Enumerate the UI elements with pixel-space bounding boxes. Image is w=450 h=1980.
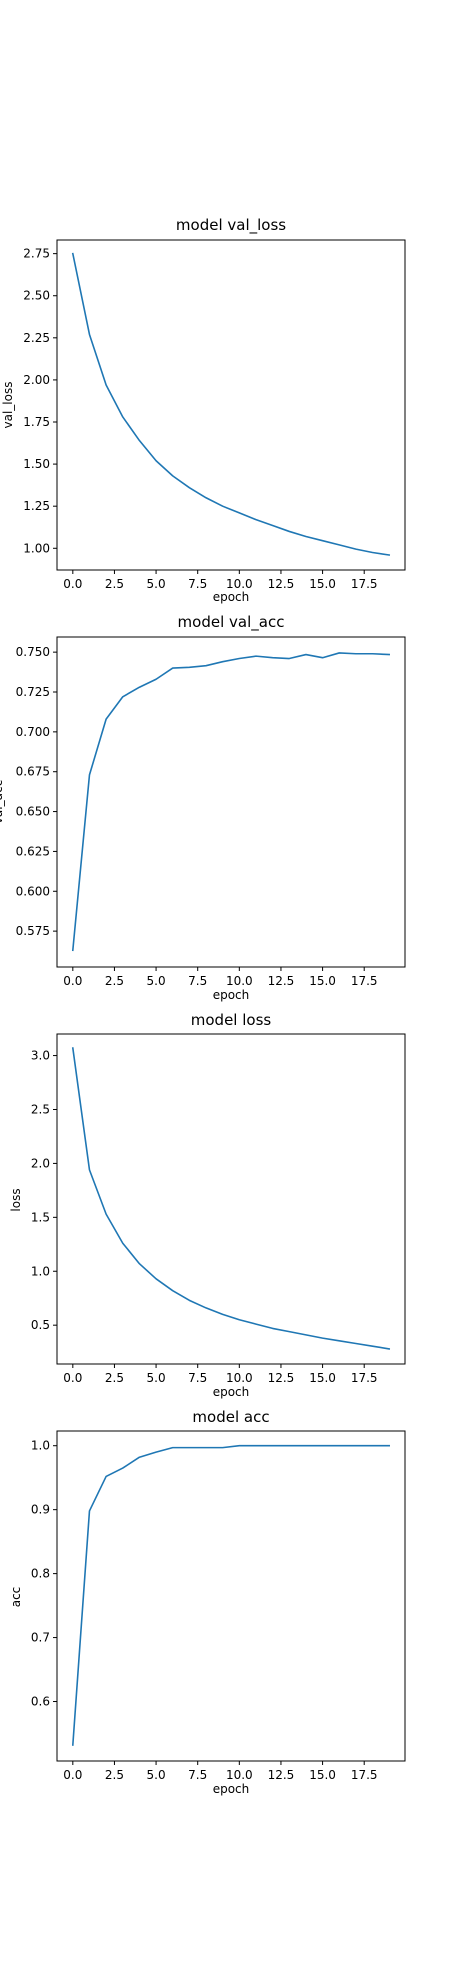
y-axis-label: val_loss [1, 382, 15, 429]
x-tick-label: 2.5 [105, 577, 124, 591]
x-axis-label: epoch [213, 1782, 250, 1796]
tick-layer: 0.0 2.5 5.0 7.5 10.0 12.5 15.0 17.5 0.575 0.600 0.… [16, 645, 378, 988]
y-tick-label: 1.75 [23, 415, 50, 429]
series-layer [71, 252, 391, 556]
y-axis-label: acc [9, 1587, 23, 1608]
x-tick-label: 2.5 [105, 1768, 124, 1782]
y-tick-label: 1.25 [23, 499, 50, 513]
x-tick-label: 5.0 [147, 1768, 166, 1782]
x-tick-label: 5.0 [147, 577, 166, 591]
chart-panel-acc: model acc epoch acc 0.0 2.5 5.0 7.5 10.0 12.5… [9, 1408, 406, 1796]
series-layer [71, 1444, 390, 1746]
x-axis-label: epoch [213, 590, 250, 604]
y-tick-label: 2.75 [23, 247, 50, 261]
y-tick-label: 2.5 [31, 1102, 50, 1116]
chart-title: model loss [191, 1011, 272, 1029]
x-tick-label: 17.5 [351, 1768, 378, 1782]
y-tick-label: 0.725 [16, 685, 50, 699]
y-tick-label: 1.0 [31, 1264, 50, 1278]
x-tick-label: 15.0 [309, 1371, 336, 1385]
x-tick-label: 2.5 [105, 1371, 124, 1385]
x-tick-label: 7.5 [188, 1768, 207, 1782]
y-tick-label: 0.600 [16, 884, 50, 898]
x-tick-label: 10.0 [226, 577, 253, 591]
x-tick-label: 0.0 [63, 1768, 82, 1782]
y-tick-label: 1.5 [31, 1210, 50, 1224]
series-line [71, 252, 391, 556]
y-tick-label: 1.50 [23, 457, 50, 471]
y-axis-label: val_acc [0, 780, 5, 824]
x-tick-label: 12.5 [268, 577, 295, 591]
x-tick-label: 2.5 [105, 974, 124, 988]
y-axis-label: loss [9, 1188, 23, 1211]
x-tick-label: 17.5 [351, 1371, 378, 1385]
chart-title: model val_acc [178, 613, 285, 632]
y-tick-label: 0.750 [16, 645, 50, 659]
plot-frame [56, 636, 406, 968]
chart-panel-val-acc: model val_acc epoch val_acc 0.0 2.5 5.0 7.5… [0, 613, 406, 1002]
y-tick-label: 0.9 [31, 1503, 50, 1517]
series-line [71, 1047, 391, 1350]
series-layer [71, 1047, 391, 1350]
x-tick-label: 12.5 [268, 1371, 295, 1385]
x-axis-label: epoch [213, 1385, 250, 1399]
y-tick-label: 2.00 [23, 373, 50, 387]
plot-frame [56, 1430, 406, 1762]
y-tick-label: 0.675 [16, 765, 50, 779]
x-tick-label: 0.0 [63, 974, 82, 988]
y-tick-label: 0.6 [31, 1695, 50, 1709]
y-tick-label: 3.0 [31, 1049, 50, 1063]
x-tick-label: 5.0 [147, 974, 166, 988]
tick-layer: 0.0 2.5 5.0 7.5 10.0 12.5 15.0 17.5 0.5 1.0 1.5 2.0… [31, 1049, 378, 1385]
series-line [71, 652, 391, 952]
y-tick-label: 0.5 [31, 1318, 50, 1332]
x-axis-label: epoch [213, 988, 250, 1002]
plot-frame [56, 239, 406, 571]
chart-panel-loss: model loss epoch loss 0.0 2.5 5.0 7.5 10.0 12… [9, 1011, 406, 1399]
chart-panel-val-loss: model val_loss epoch val_loss 0.0 2.5 5.0 7… [1, 216, 406, 604]
series-layer [71, 652, 391, 952]
y-tick-label: 0.625 [16, 844, 50, 858]
y-tick-label: 0.575 [16, 924, 50, 938]
tick-layer: 0.0 2.5 5.0 7.5 10.0 12.5 15.0 17.5 1.00 1.25 1.50… [23, 247, 377, 591]
x-tick-label: 15.0 [309, 974, 336, 988]
x-tick-label: 7.5 [188, 974, 207, 988]
plot-frame [56, 1033, 406, 1365]
series-line [71, 1444, 390, 1746]
x-tick-label: 10.0 [226, 1768, 253, 1782]
x-tick-label: 17.5 [351, 974, 378, 988]
x-tick-label: 7.5 [188, 1371, 207, 1385]
y-tick-label: 0.8 [31, 1567, 50, 1581]
x-tick-label: 12.5 [268, 1768, 295, 1782]
y-tick-label: 2.0 [31, 1156, 50, 1170]
x-tick-label: 10.0 [226, 974, 253, 988]
y-tick-label: 2.50 [23, 289, 50, 303]
y-tick-label: 0.700 [16, 725, 50, 739]
y-tick-label: 0.650 [16, 805, 50, 819]
x-tick-label: 7.5 [188, 577, 207, 591]
x-tick-label: 12.5 [268, 974, 295, 988]
tick-layer: 0.0 2.5 5.0 7.5 10.0 12.5 15.0 17.5 0.6 0.7 0.8 0.9… [31, 1439, 378, 1782]
x-tick-label: 0.0 [63, 577, 82, 591]
x-tick-label: 5.0 [147, 1371, 166, 1385]
x-tick-label: 0.0 [63, 1371, 82, 1385]
y-tick-label: 0.7 [31, 1631, 50, 1645]
y-tick-label: 2.25 [23, 331, 50, 345]
y-tick-label: 1.0 [31, 1439, 50, 1453]
x-tick-label: 15.0 [309, 1768, 336, 1782]
x-tick-label: 15.0 [309, 577, 336, 591]
chart-title: model acc [192, 1408, 269, 1426]
chart-title: model val_loss [176, 216, 286, 235]
x-tick-label: 10.0 [226, 1371, 253, 1385]
x-tick-label: 17.5 [351, 577, 378, 591]
y-tick-label: 1.00 [23, 541, 50, 555]
